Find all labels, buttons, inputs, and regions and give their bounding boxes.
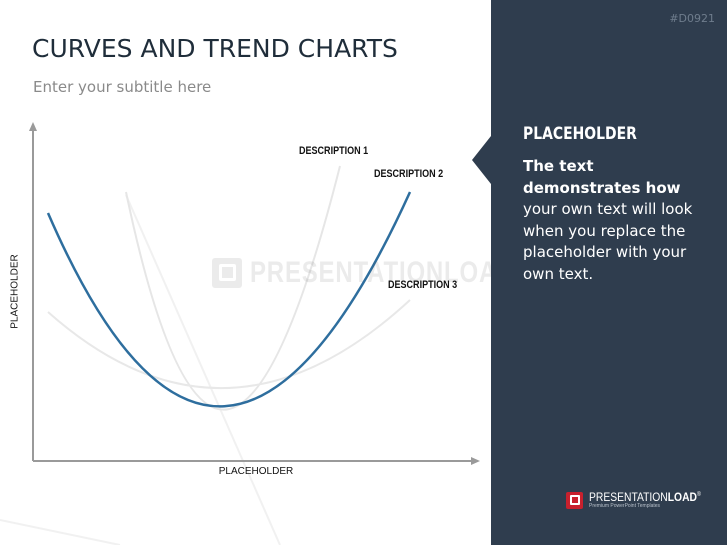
faint-curve-2 [47, 299, 411, 389]
panel-body: The text demonstrates how your own text … [523, 156, 713, 285]
info-panel [491, 0, 727, 545]
curve-label-1: DESCRIPTION 1 [299, 145, 369, 157]
panel-heading: PLACEHOLDER [523, 124, 637, 144]
faint-curve-1 [125, 165, 341, 411]
slide-subtitle: Enter your subtitle here [33, 78, 212, 96]
panel-body-bold: The text demonstrates how [523, 157, 681, 197]
brand-name: PRESENTATIONLOAD® [589, 491, 701, 503]
curve-label-3: DESCRIPTION 3 [388, 279, 458, 291]
slide-code: #D0921 [669, 12, 715, 25]
slide-title: CURVES AND TREND CHARTS [32, 34, 398, 63]
x-axis-label: PLACEHOLDER [218, 466, 294, 477]
watermark: PRESENTATIONLOAD [212, 256, 582, 290]
x-axis-arrow [471, 457, 480, 465]
brand-logo-icon [566, 491, 583, 509]
faint-line-2 [0, 519, 121, 545]
panel-body-text: your own text will look when you replace… [523, 200, 693, 283]
brand-logo-text: PRESENTATIONLOAD® Premium PowerPoint Tem… [589, 491, 719, 509]
faint-line-1 [125, 194, 281, 545]
curve-label-2: DESCRIPTION 2 [374, 168, 444, 180]
y-axis-label: PLACEHOLDER [9, 254, 21, 329]
info-panel-pointer [472, 136, 491, 184]
watermark-text: PRESENTATIONLOAD [250, 256, 516, 289]
brand-tagline: Premium PowerPoint Templates [589, 503, 661, 509]
watermark-logo-icon [212, 258, 242, 288]
brand-name-regular: PRESENTATION [589, 490, 668, 504]
brand-logo: PRESENTATIONLOAD® Premium PowerPoint Tem… [566, 491, 719, 509]
brand-name-mark: ® [696, 492, 701, 498]
y-axis-arrow [29, 122, 37, 131]
brand-name-bold: LOAD [667, 490, 697, 504]
highlighted-curve [46, 191, 412, 408]
